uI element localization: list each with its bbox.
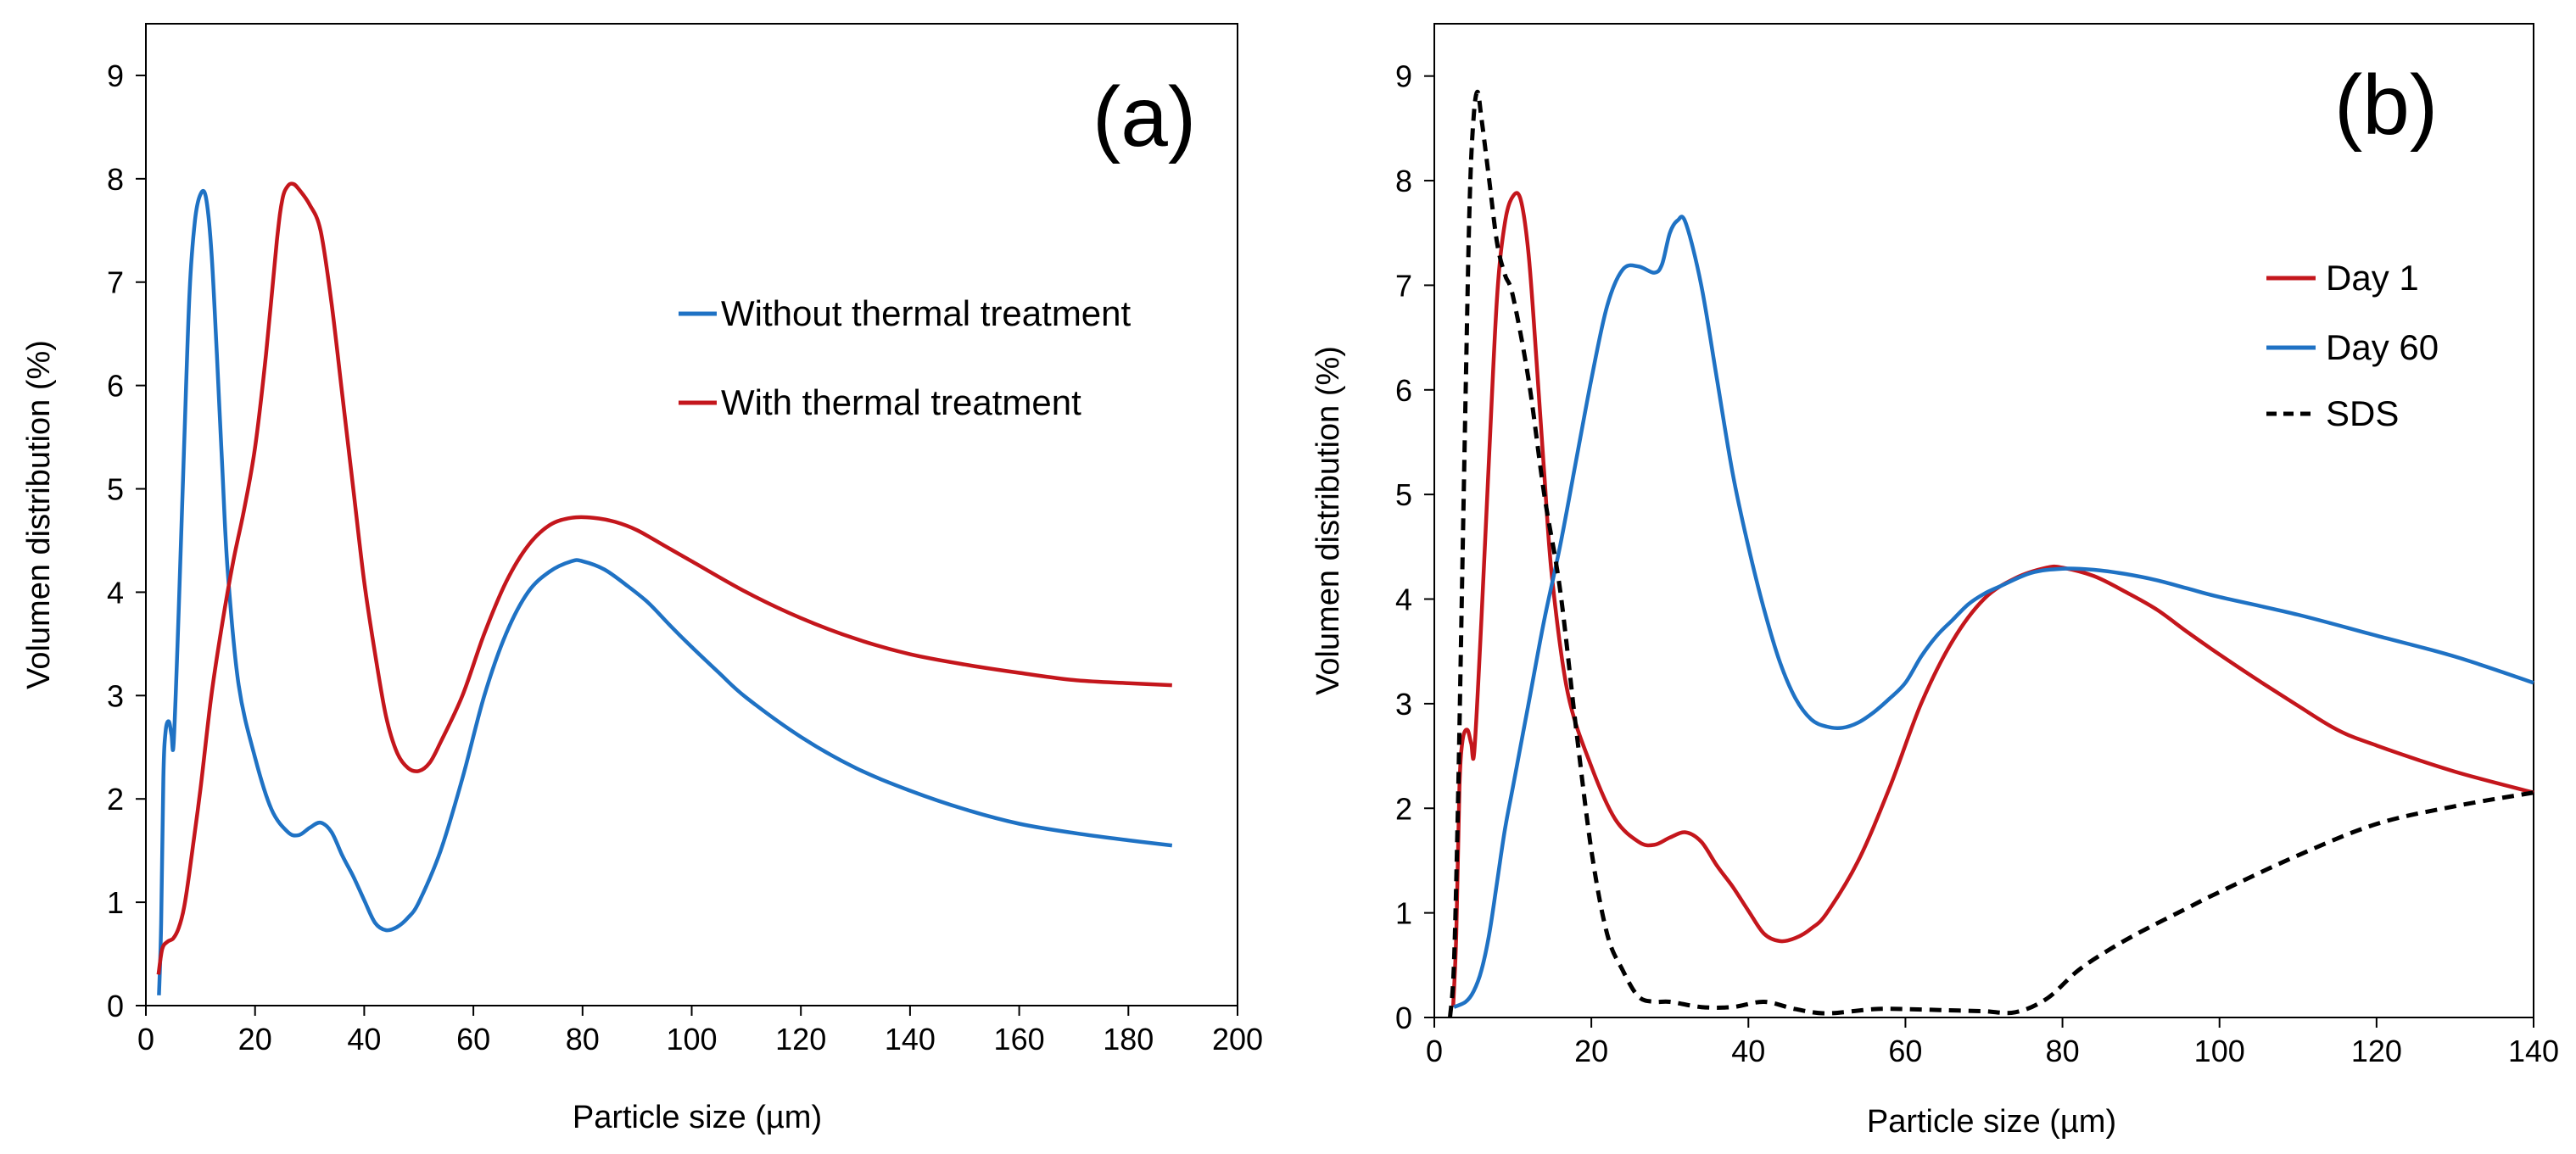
- x-tick-label-b: 120: [2351, 1034, 2402, 1068]
- y-tick-label-a: 1: [107, 885, 124, 920]
- axis-ticks-a: 0 20 40 60 80 100 120 140 160 180 200 0 1 2 3 4 5 6 7 8 9: [107, 59, 1263, 1056]
- y-tick-label-b: 0: [1395, 1001, 1412, 1035]
- x-tick-label-a: 60: [456, 1022, 490, 1056]
- plot-area-border-b: [1433, 23, 2534, 1018]
- y-axis-title-b: Volumen distribution (%): [1310, 346, 1346, 695]
- chart-panel-b: 0 20 40 60 80 100 120 140 0 1 2 3 4 5 6 7 8 9 (b) Particl…: [1310, 23, 2559, 1140]
- x-tick-label-a: 0: [137, 1022, 154, 1056]
- plot-area-border-a: [145, 23, 1238, 1006]
- x-tick-label-b: 0: [1426, 1034, 1443, 1068]
- x-axis-title-b: Particle size (µm): [1867, 1104, 2116, 1140]
- x-tick-label-b: 60: [1888, 1034, 1922, 1068]
- legend-b: Day 1 Day 60 SDS: [2266, 258, 2439, 433]
- legend-label-sds: SDS: [2326, 393, 2399, 433]
- y-tick-label-b: 3: [1395, 687, 1412, 722]
- series-line-without-thermal-treatment: [157, 188, 1173, 995]
- x-tick-label-b: 20: [1574, 1034, 1608, 1068]
- y-tick-label-a: 5: [107, 472, 124, 507]
- y-tick-label-b: 8: [1395, 164, 1412, 198]
- y-tick-label-a: 6: [107, 369, 124, 404]
- x-tick-label-b: 140: [2508, 1034, 2559, 1068]
- y-tick-label-b: 2: [1395, 791, 1412, 826]
- series-line-day-60: [1453, 215, 2534, 1009]
- x-tick-label-a: 120: [775, 1022, 826, 1056]
- y-tick-label-a: 0: [107, 989, 124, 1023]
- y-tick-label-a: 8: [107, 162, 124, 197]
- legend-label-day-60: Day 60: [2326, 327, 2439, 367]
- series-lines-a: [156, 181, 1173, 995]
- y-tick-label-b: 4: [1395, 583, 1412, 617]
- y-tick-label-a: 2: [107, 782, 124, 817]
- y-tick-label-a: 9: [107, 59, 124, 93]
- panel-label-b: (b): [2334, 58, 2438, 153]
- x-tick-label-b: 80: [2046, 1034, 2080, 1068]
- x-tick-label-a: 20: [238, 1022, 272, 1056]
- x-tick-label-b: 100: [2194, 1034, 2245, 1068]
- y-tick-label-a: 3: [107, 678, 124, 713]
- x-tick-label-a: 80: [566, 1022, 600, 1056]
- x-tick-label-a: 40: [347, 1022, 381, 1056]
- y-tick-label-a: 7: [107, 265, 124, 300]
- x-axis-title-a: Particle size (µm): [573, 1100, 822, 1135]
- chart-panel-a: 0 20 40 60 80 100 120 140 160 180 200 0 1 2 3 4 5 6 7 8 9 (a…: [21, 23, 1263, 1135]
- series-lines-b: [1448, 89, 2534, 1018]
- x-tick-label-a: 100: [666, 1022, 717, 1056]
- x-tick-label-a: 140: [885, 1022, 936, 1056]
- y-tick-label-b: 9: [1395, 59, 1412, 94]
- y-tick-label-b: 1: [1395, 896, 1412, 931]
- series-line-with-thermal-treatment: [156, 181, 1172, 975]
- x-tick-label-b: 40: [1731, 1034, 1765, 1068]
- y-tick-label-b: 6: [1395, 373, 1412, 408]
- panel-label-a: (a): [1092, 70, 1196, 164]
- axis-ticks-b: 0 20 40 60 80 100 120 140 0 1 2 3 4 5 6 7 8 9: [1395, 59, 2559, 1068]
- legend-label-with-thermal: With thermal treatment: [721, 382, 1081, 422]
- legend-label-without-thermal: Without thermal treatment: [721, 293, 1132, 333]
- y-tick-label-b: 5: [1395, 477, 1412, 512]
- y-tick-label-b: 7: [1395, 268, 1412, 303]
- y-tick-label-a: 4: [107, 575, 124, 610]
- x-tick-label-a: 160: [994, 1022, 1045, 1056]
- legend-label-day-1: Day 1: [2326, 258, 2419, 298]
- series-line-sds: [1448, 89, 2534, 1018]
- y-axis-title-a: Volumen distribution (%): [21, 340, 57, 689]
- series-line-day-1: [1450, 191, 2534, 1007]
- legend-a: Without thermal treatment With thermal t…: [679, 293, 1132, 422]
- x-tick-label-a: 180: [1103, 1022, 1154, 1056]
- x-tick-label-a: 200: [1212, 1022, 1263, 1056]
